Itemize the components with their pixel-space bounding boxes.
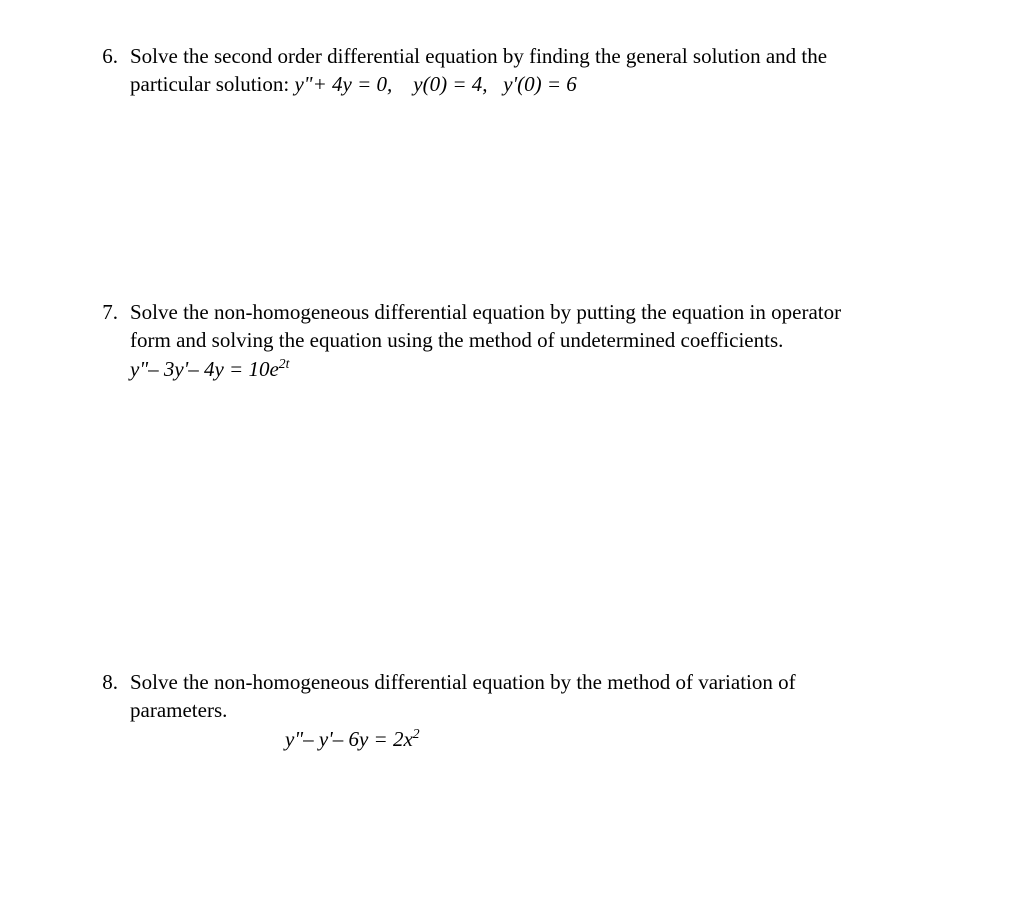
equation: y"– y'– 6y = 2x2 bbox=[285, 727, 420, 751]
problem-7: 7. Solve the non-homogeneous differentia… bbox=[88, 298, 954, 383]
problem-text-line1: Solve the non-homogeneous differential e… bbox=[130, 300, 841, 324]
problem-body: Solve the non-homogeneous differential e… bbox=[130, 298, 954, 383]
equation-ic1 bbox=[392, 72, 413, 96]
problem-text-line2: parameters. bbox=[130, 698, 227, 722]
problem-number: 7. bbox=[88, 298, 118, 326]
problem-number: 8. bbox=[88, 668, 118, 696]
problem-8: 8. Solve the non-homogeneous differentia… bbox=[88, 668, 954, 753]
equation-exponent: 2t bbox=[279, 356, 290, 371]
equation-exponent: 2 bbox=[413, 726, 420, 741]
equation-lhs: y"– 3y'– 4y = 10e bbox=[130, 357, 279, 381]
problem-body: Solve the second order differential equa… bbox=[130, 42, 954, 99]
document-page: 6. Solve the second order differential e… bbox=[0, 0, 1024, 915]
equation-lhs: y"– y'– 6y = 2x bbox=[285, 727, 413, 751]
problem-body: Solve the non-homogeneous differential e… bbox=[130, 668, 954, 753]
problem-number: 6. bbox=[88, 42, 118, 70]
problem-text-line2a: particular solution: bbox=[130, 72, 294, 96]
equation-main: y"+ 4y = 0, bbox=[294, 72, 392, 96]
problem-text-line2: form and solving the equation using the … bbox=[130, 328, 783, 352]
equation: y"– 3y'– 4y = 10e2t bbox=[130, 357, 289, 381]
problem-text-line1: Solve the second order differential equa… bbox=[130, 44, 827, 68]
equation-ic2-val: y'(0) = 6 bbox=[503, 72, 576, 96]
problem-6: 6. Solve the second order differential e… bbox=[88, 42, 954, 99]
equation-ic1-val: y(0) = 4, bbox=[413, 72, 487, 96]
equation-container: y"– y'– 6y = 2x2 bbox=[285, 725, 954, 753]
problem-text-line1: Solve the non-homogeneous differential e… bbox=[130, 670, 796, 694]
